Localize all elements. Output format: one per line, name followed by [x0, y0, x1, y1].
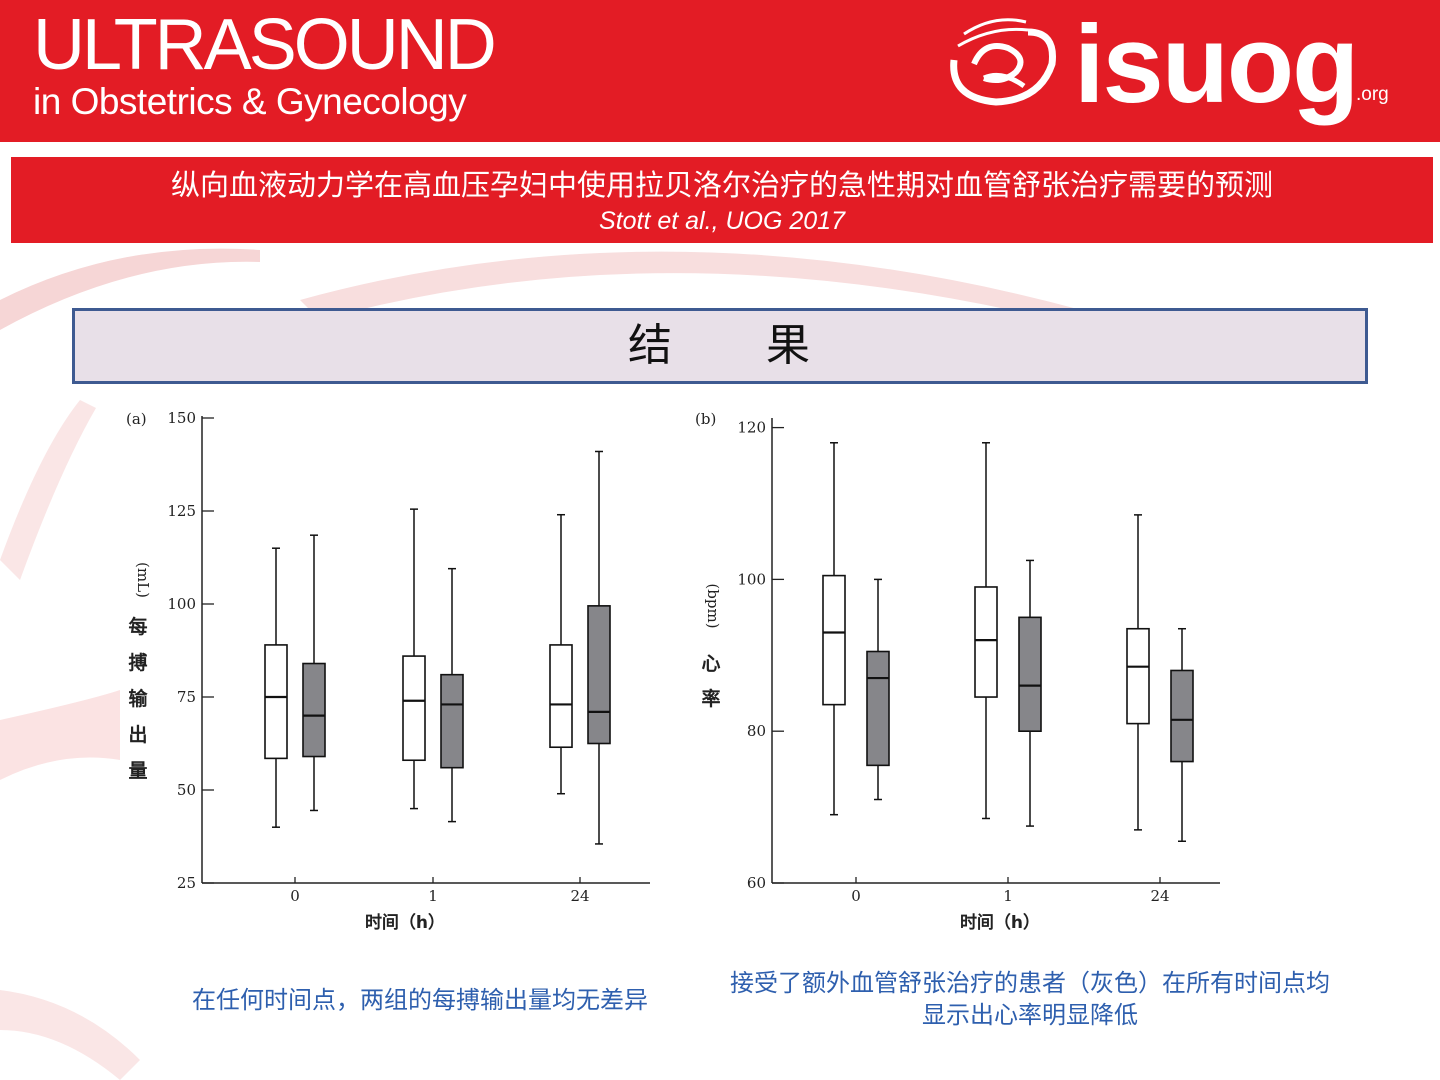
box-iqr — [264, 644, 288, 760]
x-tick-label: 1 — [428, 887, 438, 905]
y-tick-label: 150 — [167, 409, 196, 427]
journal-header: ULTRASOUND in Obstetrics & Gynecology is… — [0, 0, 1440, 142]
y-axis-title-char: 出 — [128, 723, 147, 746]
journal-title: ULTRASOUND — [33, 5, 497, 85]
box-iqr — [1126, 627, 1150, 725]
panel-label: (b) — [695, 410, 716, 428]
x-axis-title: 时间（h） — [365, 912, 445, 933]
caption-right: 接受了额外血管舒张治疗的患者（灰色）在所有时间点均显示出心率明显降低 — [730, 969, 1330, 1029]
y-tick-label: 100 — [737, 570, 766, 588]
study-citation: Stott et al., UOG 2017 — [599, 207, 845, 235]
y-tick-label: 75 — [177, 688, 196, 706]
box-iqr — [302, 662, 326, 758]
y-axis-unit: (mL) — [134, 562, 152, 598]
box-iqr — [822, 574, 846, 706]
reference-banner: 纵向血液动力学在高血压孕妇中使用拉贝洛尔治疗的急性期对血管舒张治疗需要的预测 S… — [11, 157, 1433, 243]
box-iqr — [440, 673, 464, 769]
box-iqr — [974, 586, 998, 698]
isuog-logo-text: isuog — [1074, 3, 1359, 126]
y-tick-label: 125 — [167, 502, 196, 520]
y-axis-title-char: 率 — [701, 687, 720, 710]
box-iqr — [549, 644, 573, 749]
y-axis-title-char: 输 — [128, 687, 148, 710]
box-iqr — [402, 655, 426, 762]
x-tick-label: 24 — [570, 887, 589, 905]
box-iqr — [1170, 669, 1194, 763]
box-iqr — [866, 650, 890, 767]
isuog-logo-icon — [950, 18, 1056, 106]
panel-label: (a) — [126, 410, 147, 428]
study-title: 纵向血液动力学在高血压孕妇中使用拉贝洛尔治疗的急性期对血管舒张治疗需要的预测 — [170, 168, 1273, 202]
y-axis-unit: (bpm) — [704, 583, 722, 628]
y-axis-title-char: 心 — [701, 653, 720, 675]
y-tick-label: 80 — [747, 722, 766, 740]
box-iqr — [1018, 616, 1042, 732]
y-tick-label: 50 — [177, 781, 196, 799]
y-tick-label: 25 — [177, 874, 196, 892]
section-heading-box: 结 果 — [72, 308, 1368, 384]
y-axis-title-char: 搏 — [128, 651, 147, 674]
x-tick-label: 1 — [1003, 887, 1013, 905]
y-tick-label: 60 — [747, 874, 766, 892]
journal-subtitle: in Obstetrics & Gynecology — [33, 81, 467, 122]
x-tick-label: 0 — [851, 887, 861, 905]
x-tick-label: 0 — [290, 887, 300, 905]
isuog-logo-org: .org — [1356, 84, 1389, 105]
x-tick-label: 24 — [1150, 887, 1169, 905]
y-tick-label: 120 — [737, 419, 766, 437]
y-axis-title-char: 每 — [128, 615, 147, 638]
x-axis-title: 时间（h） — [960, 912, 1040, 933]
section-title: 结 果 — [628, 320, 812, 371]
box-iqr — [587, 605, 611, 745]
y-tick-label: 100 — [167, 595, 196, 613]
y-axis-title-char: 量 — [128, 760, 147, 782]
caption-left: 在任何时间点，两组的每搏输出量均无差异 — [192, 986, 648, 1014]
